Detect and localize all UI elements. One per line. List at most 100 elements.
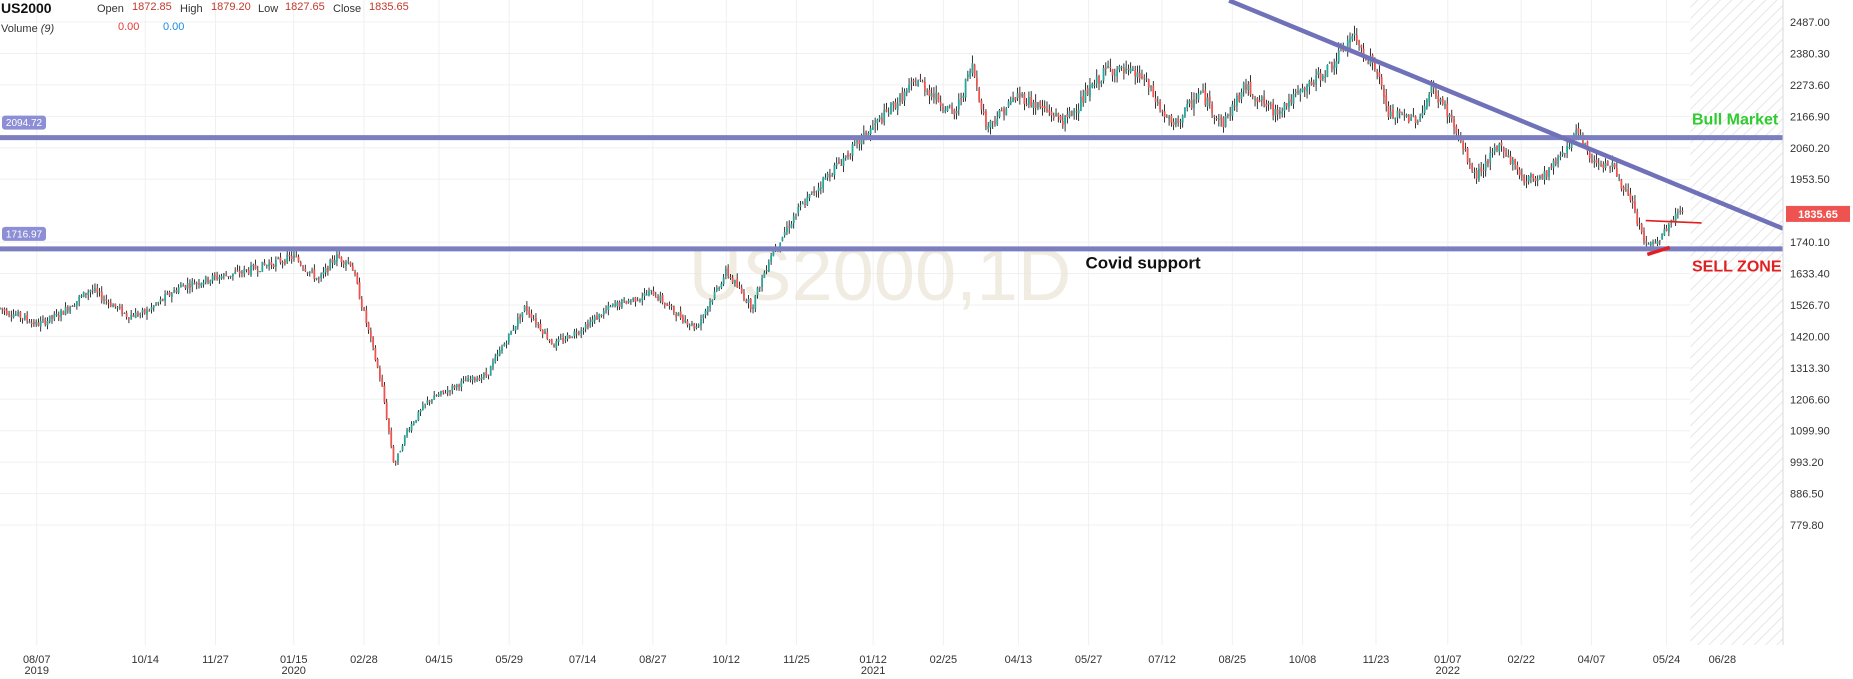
- candle-body: [462, 379, 465, 381]
- candle: [62, 310, 65, 315]
- candle-body: [910, 82, 913, 84]
- candle: [1136, 65, 1139, 83]
- candle: [322, 266, 325, 279]
- candle: [1193, 92, 1195, 116]
- candle-body: [894, 102, 897, 109]
- candle-body: [365, 310, 368, 324]
- x-tick-label: 08/07: [23, 654, 51, 666]
- candle-body: [17, 311, 19, 316]
- candle: [1353, 25, 1356, 41]
- candle-body: [1098, 76, 1100, 84]
- candle: [1509, 150, 1512, 165]
- candle-body: [89, 290, 92, 293]
- candle-body: [1557, 156, 1559, 165]
- candle-body: [838, 161, 840, 164]
- candle-body: [1102, 67, 1105, 81]
- candle-body: [1520, 175, 1523, 177]
- candle-body: [1136, 72, 1139, 78]
- x-tick-label: 01/07: [1434, 654, 1462, 666]
- candle-body: [186, 283, 189, 289]
- candle-body: [1667, 224, 1670, 233]
- candle: [1190, 92, 1193, 111]
- candle: [1012, 91, 1014, 103]
- candle: [100, 286, 103, 304]
- candle: [521, 312, 524, 323]
- candle: [367, 321, 370, 334]
- candle-body: [329, 260, 332, 271]
- candle: [1292, 88, 1295, 109]
- annotation-label: Covid support: [1085, 254, 1201, 273]
- candle-body: [1016, 93, 1019, 99]
- candle-body: [1410, 117, 1412, 121]
- candle: [883, 103, 886, 126]
- candle: [611, 303, 614, 308]
- candle-body: [657, 296, 659, 300]
- candle-body: [1398, 110, 1401, 114]
- candle: [381, 374, 384, 387]
- candle: [544, 328, 546, 335]
- candle: [1328, 61, 1331, 64]
- candle: [620, 298, 623, 309]
- y-tick-label: 2380.30: [1790, 48, 1830, 60]
- candle: [435, 394, 438, 397]
- candle-body: [1480, 167, 1483, 172]
- candle-body: [1554, 158, 1557, 165]
- candle: [532, 314, 535, 321]
- candle-body: [1095, 76, 1098, 84]
- candle-body: [1086, 88, 1089, 96]
- candle: [1104, 62, 1107, 76]
- candle-body: [853, 142, 856, 144]
- candle-body: [410, 423, 413, 431]
- x-tick-label: 10/14: [131, 654, 159, 666]
- candle-body: [1236, 95, 1238, 106]
- candle-body: [304, 268, 307, 271]
- candle-body: [123, 312, 126, 314]
- candle-body: [297, 256, 300, 262]
- candle-body: [116, 307, 119, 309]
- candle: [281, 260, 284, 269]
- candle: [971, 55, 974, 77]
- candle-body: [1005, 108, 1008, 116]
- candle-body: [713, 291, 716, 299]
- candle: [340, 256, 343, 267]
- candle: [216, 271, 218, 281]
- candle-body: [1643, 231, 1645, 241]
- candle-body: [268, 263, 270, 267]
- candle-body: [806, 196, 809, 205]
- candle-body: [501, 347, 503, 352]
- candle: [259, 270, 261, 273]
- candle: [516, 313, 519, 330]
- candle-body: [1303, 87, 1306, 90]
- candle: [157, 301, 160, 306]
- candle: [715, 285, 718, 293]
- candle: [254, 259, 257, 270]
- candle-body: [1394, 117, 1397, 120]
- candle: [1500, 138, 1503, 152]
- candle: [1622, 185, 1625, 196]
- candle-body: [939, 102, 942, 106]
- candle-body: [1437, 95, 1440, 104]
- candle-body: [1656, 240, 1659, 245]
- candle: [265, 264, 268, 269]
- candle-body: [435, 395, 438, 397]
- y-tick-label: 2487.00: [1790, 17, 1830, 29]
- candle: [1636, 208, 1639, 227]
- candle: [1046, 101, 1048, 113]
- candle: [1324, 70, 1327, 83]
- candle-body: [1351, 36, 1354, 40]
- candle: [1507, 149, 1510, 158]
- candle: [1602, 161, 1605, 173]
- candle: [451, 383, 454, 395]
- candle: [437, 391, 440, 398]
- candle-body: [1636, 211, 1639, 224]
- candle: [1335, 52, 1338, 75]
- candle: [1005, 107, 1008, 116]
- candle-body: [12, 314, 15, 318]
- candle-body: [885, 109, 888, 112]
- candle-body: [453, 385, 456, 389]
- candle: [817, 182, 820, 198]
- candle-body: [1468, 163, 1471, 166]
